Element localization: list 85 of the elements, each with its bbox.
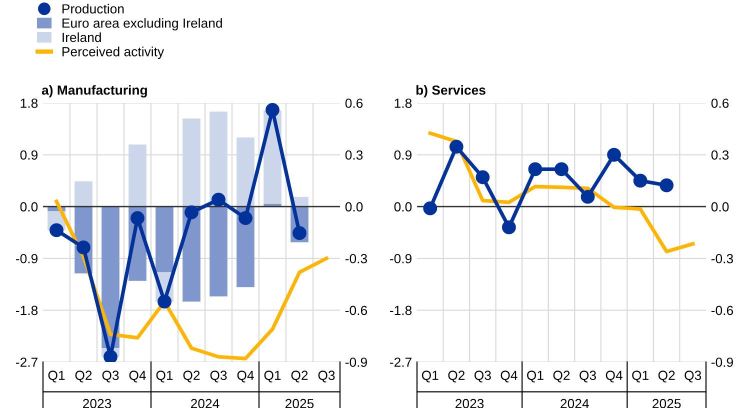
y-tick-label: -1.8 (16, 306, 38, 316)
line-series (428, 131, 695, 254)
y2-tick-label: -0.6 (345, 306, 368, 316)
bar (236, 138, 254, 207)
x-tick-label: Q1 (264, 370, 281, 382)
y-tick-label: -0.9 (390, 254, 412, 264)
point (158, 294, 172, 309)
x-tick-label: Q1 (48, 370, 65, 382)
bar (74, 181, 92, 207)
point (633, 174, 648, 188)
point (528, 162, 542, 176)
x-tick-label: Q1 (422, 370, 438, 382)
x-tick-label: Q3 (474, 370, 491, 382)
point (554, 162, 568, 176)
text: 2024 (190, 398, 220, 408)
y2-tick-label: 0.0 (711, 202, 729, 212)
point (238, 211, 252, 226)
legend-label: Euro area excluding Ireland (62, 18, 222, 30)
x-tick-label: Q3 (684, 370, 702, 382)
text: 2024 (560, 398, 589, 408)
bar (210, 206, 228, 296)
chart-title: a) Manufacturing (42, 85, 147, 98)
x-tick-label: Q2 (448, 370, 465, 382)
x-tick-label: Q1 (527, 370, 544, 382)
y-tick-label: -2.7 (16, 358, 38, 367)
x-tick-label: Q3 (318, 370, 335, 382)
legend-label: Production (62, 4, 124, 14)
y-tick-label: -1.8 (390, 306, 412, 316)
y2-tick-label: 0.3 (711, 150, 729, 160)
point (449, 140, 464, 154)
x-tick-label: Q1 (632, 370, 648, 382)
point (76, 240, 90, 254)
y-tick-label: -0.9 (16, 254, 38, 264)
x-tick-label: Q1 (156, 370, 173, 382)
y-tick-label: 0.9 (20, 150, 38, 160)
y2-tick-label: 0.6 (345, 98, 363, 108)
chart-title: b) Services (416, 85, 486, 98)
y-tick-label: 0.0 (20, 202, 38, 212)
point (50, 223, 64, 238)
point (476, 170, 490, 184)
x-tick-label: Q3 (102, 370, 119, 382)
x-tick-label: Q3 (580, 370, 596, 382)
y-tick-label: 1.8 (20, 98, 38, 108)
x-tick-label: Q4 (237, 370, 254, 382)
bar (128, 144, 146, 207)
legend-label: Ireland (62, 32, 101, 42)
x-tick-label: Q2 (553, 370, 570, 382)
point (502, 220, 516, 234)
y2-tick-label: -0.6 (711, 306, 734, 316)
bar (156, 206, 174, 272)
point (212, 192, 226, 207)
text: 2025 (652, 398, 681, 408)
text: 2023 (82, 398, 112, 408)
point (580, 190, 595, 204)
point (423, 201, 438, 216)
point (607, 148, 621, 162)
x-tick-label: Q2 (291, 370, 308, 382)
y2-tick-label: -0.9 (711, 358, 733, 367)
text: 2025 (285, 398, 314, 408)
point (130, 211, 144, 226)
y-tick-label: 0.0 (394, 202, 412, 212)
point (266, 103, 280, 117)
x-tick-label: Q4 (500, 370, 518, 382)
legend-label: Perceived activity (62, 46, 164, 59)
x-tick-label: Q2 (658, 370, 675, 382)
y2-tick-label: -0.3 (345, 254, 368, 264)
x-tick-label: Q3 (210, 370, 227, 382)
y-tick-label: -2.7 (390, 358, 412, 367)
y-tick-label: 0.9 (394, 150, 412, 160)
bar (182, 118, 200, 207)
y2-tick-label: -0.9 (345, 358, 367, 367)
x-tick-label: Q2 (75, 370, 92, 382)
y2-tick-label: 0.0 (345, 202, 363, 212)
point (660, 178, 674, 192)
x-tick-label: Q4 (129, 370, 146, 382)
text: 2023 (456, 398, 484, 408)
y2-tick-label: 0.3 (345, 150, 363, 160)
point (104, 350, 118, 362)
y-tick-label: 1.8 (394, 98, 412, 108)
y2-tick-label: 0.6 (711, 98, 729, 108)
y2-tick-label: -0.3 (711, 254, 734, 264)
x-tick-label: Q4 (606, 370, 622, 382)
point (292, 226, 306, 240)
x-tick-label: Q2 (183, 370, 200, 382)
point (184, 205, 198, 220)
